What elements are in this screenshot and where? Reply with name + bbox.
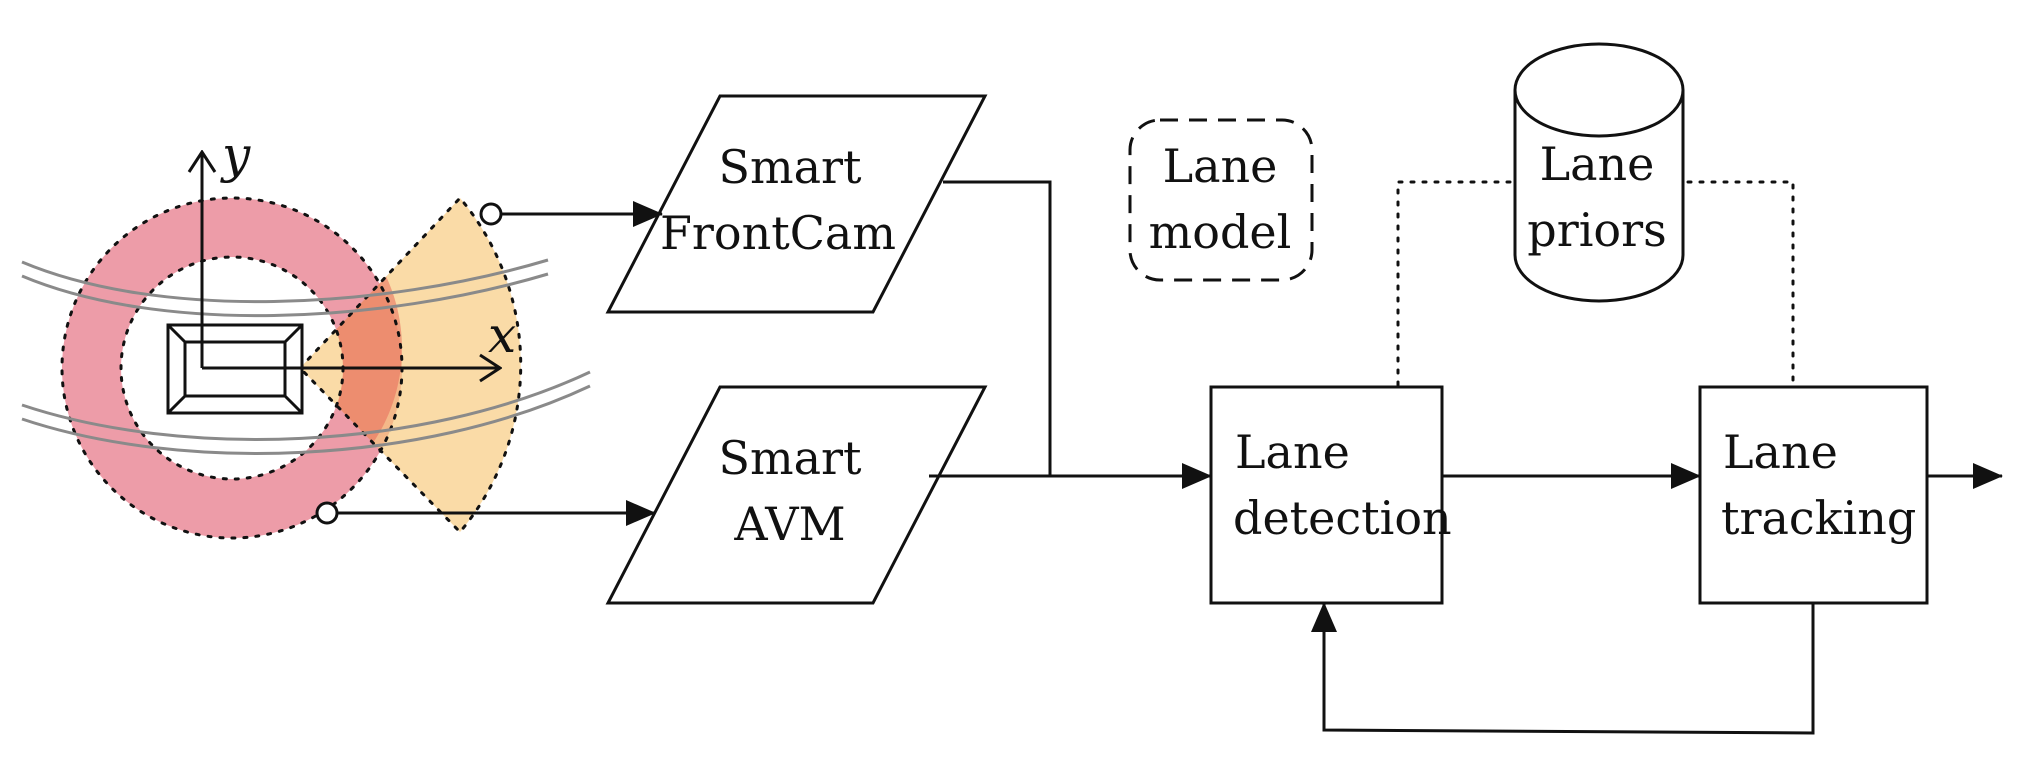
sensor-coverage-illustration: y x	[21, 126, 591, 540]
pipeline-edges	[337, 180, 2003, 735]
edge-priors-to-tracking	[1686, 180, 1795, 389]
node-lane-tracking: Lane tracking	[1698, 385, 1929, 605]
lane-tracking-label-line1: Lane	[1723, 425, 1838, 479]
node-smart-avm: Smart AVM	[605, 385, 988, 605]
lane-detection-label-line1: Lane	[1235, 425, 1350, 479]
x-axis-label: x	[488, 306, 516, 364]
y-axis-label: y	[220, 126, 251, 184]
avm-mount-point	[315, 501, 339, 525]
lane-detection-label-line2: detection	[1233, 491, 1452, 545]
avm-label-line1: Smart	[718, 431, 862, 485]
frontcam-fov-boundary	[297, 195, 523, 535]
lane-priors-label-line1: Lane	[1540, 137, 1655, 191]
lane-priors-label-line2: priors	[1527, 203, 1666, 257]
frontcam-label-line1: Smart	[718, 140, 862, 194]
road-lane-lines	[21, 258, 591, 455]
lane-tracking-label-line2: tracking	[1721, 491, 1916, 545]
node-lane-model: Lane model	[1128, 118, 1314, 282]
node-lane-priors-database: Lane priors	[1513, 42, 1685, 303]
lane-model-label-line1: Lane	[1163, 139, 1278, 193]
frontcam-label-line2: FrontCam	[660, 206, 896, 260]
node-smart-frontcam: Smart FrontCam	[605, 94, 988, 314]
edge-frontcam-to-merge	[943, 180, 1052, 476]
lane-model-label-line2: model	[1149, 205, 1292, 259]
frontcam-mount-point	[479, 202, 503, 226]
node-lane-detection: Lane detection	[1209, 385, 1452, 605]
avm-label-line2: AVM	[733, 497, 845, 551]
edge-tracking-feedback-to-detection	[1311, 602, 1815, 735]
edge-priors-to-detection	[1396, 180, 1512, 389]
